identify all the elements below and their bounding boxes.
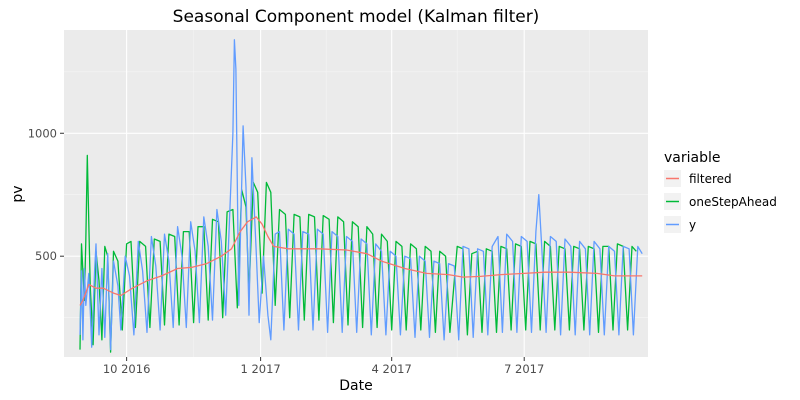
chart-title: Seasonal Component model (Kalman filter) <box>173 7 540 27</box>
legend-label-oneStepAhead: oneStepAhead <box>689 195 777 209</box>
y-axis-title: pv <box>10 185 26 202</box>
series-line-oneStepAhead <box>79 154 637 353</box>
legend-label-y: y <box>689 218 696 232</box>
minor-grid <box>64 30 648 357</box>
x-tick-label: 7 2017 <box>504 362 544 376</box>
legend-title: variable <box>664 150 720 166</box>
x-tick-label: 1 2017 <box>240 362 280 376</box>
x-axis-title: Date <box>339 378 372 394</box>
series-line-y <box>79 39 643 351</box>
series-line-filtered <box>79 216 643 306</box>
x-tick-label: 10 2016 <box>103 362 151 376</box>
x-axis: 10 2016 1 2017 4 2017 7 2017 <box>103 357 544 376</box>
legend-label-filtered: filtered <box>689 172 732 186</box>
y-axis: 500 1000 <box>28 126 64 263</box>
legend: variable filtered oneStepAhead y <box>664 150 777 233</box>
x-tick-label: 4 2017 <box>372 362 412 376</box>
y-tick-label: 1000 <box>28 126 57 140</box>
series-layer <box>79 39 643 353</box>
y-tick-label: 500 <box>35 249 57 263</box>
